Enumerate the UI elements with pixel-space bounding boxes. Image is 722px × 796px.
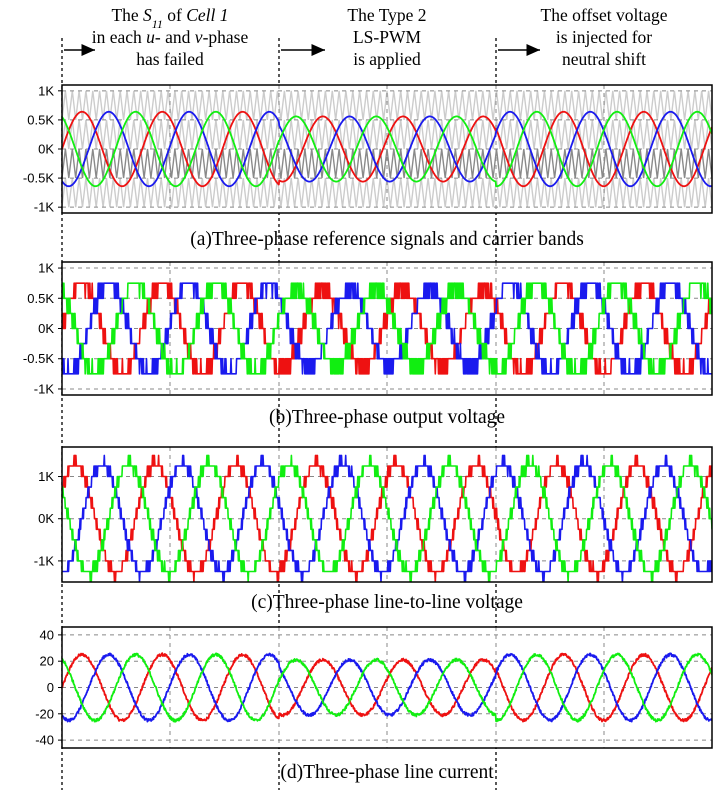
series-u [62, 282, 712, 375]
y-tick-label: -1K [34, 381, 55, 396]
y-tick-label: -40 [35, 733, 54, 748]
y-tick-label: 20 [40, 654, 54, 669]
y-tick-label: 0K [38, 321, 54, 336]
annotation-line: has failed [136, 49, 204, 69]
plot-title: (c)Three-phase line-to-line voltage [251, 592, 523, 613]
annotation-text: LS-PWM [353, 27, 422, 47]
y-tick-label: -1K [34, 553, 55, 568]
annotation-1: The S11 of Cell 1in each u- and v-phaseh… [92, 5, 249, 69]
plot-title: (d)Three-phase line current [280, 762, 494, 783]
y-tick-label: -0.5K [23, 171, 54, 186]
series-u [62, 110, 712, 188]
y-tick-label: -0.5K [23, 351, 54, 366]
annotation-line: The S11 of Cell 1 [111, 5, 228, 31]
annotation-text: in each [92, 27, 146, 47]
annotation-line: LS-PWM [353, 27, 422, 47]
annotation-text: The offset voltage [541, 5, 668, 25]
plots-layer: 1K 0.5K 0K -0.5K -1K (a)Three-phase reference… [23, 83, 713, 783]
annotation-text: Cell 1 [186, 5, 228, 25]
annotation-text: u [146, 27, 155, 47]
annotation-line: neutral shift [562, 49, 646, 69]
plot-4: 40 20 0 -20 -40 (d)Three-phase line current [35, 626, 713, 783]
annotation-text: - and [155, 27, 195, 47]
annotation-line: is injected for [556, 27, 652, 47]
annotation-line: The Type 2 [347, 5, 426, 25]
y-tick-label: 40 [40, 627, 54, 642]
annotation-text: v [195, 27, 203, 47]
plot-3: 1K 0K -1K (c)Three-phase line-to-line volta… [34, 446, 713, 613]
y-tick-label: 1K [38, 469, 54, 484]
y-tick-label: 1K [38, 261, 54, 276]
y-tick-label: 0K [38, 511, 54, 526]
y-tick-label: 0K [38, 142, 54, 157]
annotation-text: -phase [203, 27, 249, 47]
series-w [62, 110, 712, 188]
series-v [62, 454, 712, 582]
series-u [62, 652, 712, 723]
series-w [62, 454, 712, 582]
y-tick-label: 0.5K [27, 291, 54, 306]
plot-title: (a)Three-phase reference signals and car… [190, 229, 584, 250]
annotation-text: neutral shift [562, 49, 646, 69]
annotation-text: 11 [152, 17, 163, 31]
y-tick-label: 0.5K [27, 112, 54, 127]
plot-frame [61, 446, 713, 583]
y-tick-label: -1K [34, 200, 55, 215]
plot-2: 1K 0.5K 0K -0.5K -1K (b)Three-phase output vo… [23, 261, 713, 428]
y-tick-label: 1K [38, 83, 54, 98]
annotation-text: is applied [353, 49, 421, 69]
annotation-line: is applied [353, 49, 421, 69]
y-tick-label: 0 [47, 680, 54, 695]
annotation-text: has failed [136, 49, 204, 69]
annotation-text: of [163, 5, 186, 25]
annotation-text: S [143, 5, 152, 25]
annotation-text: is injected for [556, 27, 652, 47]
annotation-line: The offset voltage [541, 5, 668, 25]
series-w [62, 282, 712, 375]
plot-area [62, 627, 712, 748]
annotation-line: in each u- and v-phase [92, 27, 249, 47]
annotation-text: The Type 2 [347, 5, 426, 25]
series-w [62, 652, 712, 723]
annotation-text: The [111, 5, 143, 25]
y-tick-label: -20 [35, 706, 54, 721]
plot-title: (b)Three-phase output voltage [269, 407, 505, 428]
plot-1: 1K 0.5K 0K -0.5K -1K (a)Three-phase reference… [23, 83, 713, 250]
